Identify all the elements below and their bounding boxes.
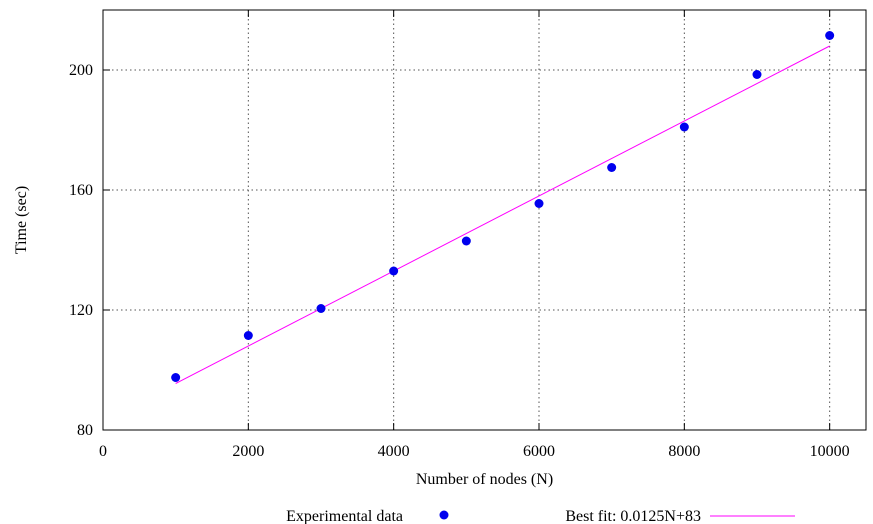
x-tick-label: 6000 (523, 443, 555, 460)
data-point (243, 331, 253, 340)
plot-area (171, 31, 835, 384)
legend-label-fit: Best fit: 0.0125N+83 (565, 508, 701, 524)
x-tick-label: 4000 (378, 443, 410, 460)
y-tick-label: 120 (69, 302, 93, 319)
legend-marker-points (439, 510, 449, 520)
x-tick-label: 10000 (810, 443, 850, 460)
data-point (461, 236, 471, 246)
axis-ticks: 0 2000 4000 6000 8000 10000 80 120 160 200 (69, 10, 866, 460)
best-fit-line (175, 45, 830, 384)
x-tick-label: 0 (99, 443, 107, 460)
gridlines (103, 10, 866, 430)
data-point (607, 163, 617, 172)
legend-label-experimental: Experimental data (286, 508, 403, 524)
y-tick-label: 160 (69, 182, 93, 199)
data-point (679, 122, 689, 132)
data-point (316, 304, 326, 313)
x-tick-label: 2000 (232, 443, 264, 460)
data-point (534, 199, 544, 208)
data-point (171, 373, 181, 382)
data-point (389, 266, 399, 276)
data-point (752, 70, 762, 79)
plot-frame (102, 9, 867, 431)
y-axis-label: Time (sec) (13, 186, 30, 254)
legend: Experimental data Best fit: 0.0125N+83 (286, 508, 795, 524)
x-tick-label: 8000 (668, 443, 700, 460)
data-point (825, 31, 835, 40)
y-tick-label: 200 (69, 62, 93, 79)
y-tick-label: 80 (77, 422, 93, 439)
x-axis-label: Number of nodes (N) (416, 471, 553, 488)
